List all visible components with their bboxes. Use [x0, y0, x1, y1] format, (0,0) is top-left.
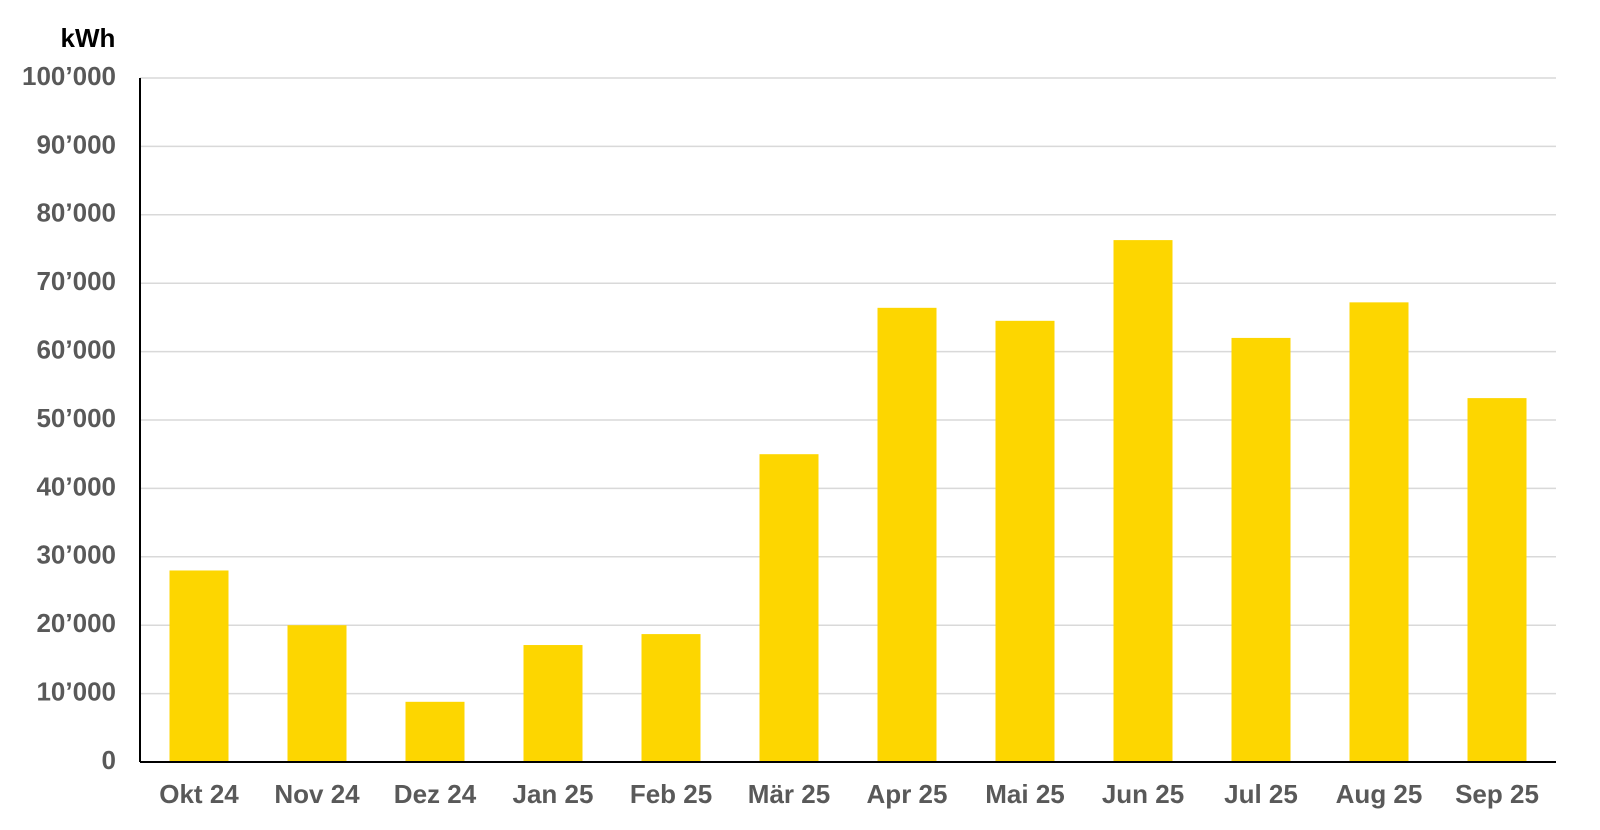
y-tick-label: 60’000	[36, 334, 116, 364]
bar	[877, 307, 937, 762]
bar	[759, 454, 819, 762]
x-tick-label: Sep 25	[1455, 779, 1539, 809]
y-tick-label: 10’000	[36, 676, 116, 706]
x-tick-label: Nov 24	[274, 779, 360, 809]
y-tick-label: 100’000	[22, 61, 116, 91]
y-tick-label: 40’000	[36, 471, 116, 501]
x-tick-label: Jun 25	[1102, 779, 1184, 809]
y-tick-label: 50’000	[36, 403, 116, 433]
bar	[523, 645, 583, 762]
x-tick-label: Okt 24	[159, 779, 239, 809]
bar	[995, 320, 1055, 762]
bar	[1231, 337, 1291, 762]
x-tick-label: Mai 25	[985, 779, 1065, 809]
x-tick-label: Feb 25	[630, 779, 712, 809]
bar	[405, 701, 465, 762]
y-axis-unit: kWh	[61, 23, 116, 53]
bar	[1349, 302, 1409, 762]
x-tick-label: Mär 25	[748, 779, 830, 809]
y-tick-label: 80’000	[36, 198, 116, 228]
x-tick-label: Apr 25	[867, 779, 948, 809]
y-tick-label: 20’000	[36, 608, 116, 638]
y-tick-label: 70’000	[36, 266, 116, 296]
x-tick-label: Jan 25	[513, 779, 594, 809]
x-tick-label: Aug 25	[1336, 779, 1423, 809]
x-tick-label: Dez 24	[394, 779, 477, 809]
bar	[641, 634, 701, 762]
bar	[1113, 240, 1173, 762]
y-tick-label: 30’000	[36, 540, 116, 570]
y-tick-label: 0	[102, 745, 116, 775]
x-tick-label: Jul 25	[1224, 779, 1298, 809]
y-tick-label: 90’000	[36, 129, 116, 159]
bar	[1467, 398, 1527, 762]
bar	[287, 625, 347, 762]
bar	[169, 570, 229, 762]
